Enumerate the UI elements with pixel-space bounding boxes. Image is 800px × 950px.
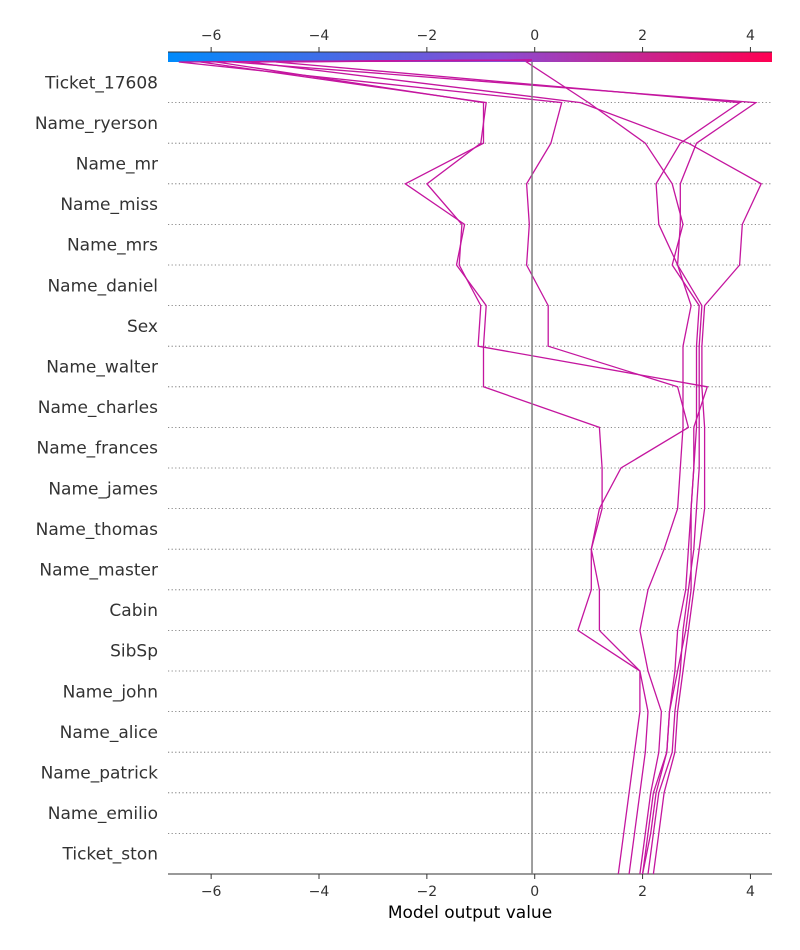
decision-lines bbox=[178, 59, 763, 875]
colormap-bar bbox=[168, 52, 772, 62]
top-axis-ticks: −6 −4 −2 0 2 4 bbox=[201, 28, 755, 52]
row-grid bbox=[168, 102, 772, 834]
top-tick-label: −4 bbox=[309, 28, 330, 44]
feature-label: Name_patrick bbox=[41, 764, 159, 784]
decision-line bbox=[248, 59, 763, 875]
feature-label: Cabin bbox=[109, 601, 158, 621]
feature-label: Name_charles bbox=[38, 398, 158, 418]
decision-line bbox=[178, 59, 690, 875]
decision-line bbox=[525, 59, 700, 875]
feature-label: Name_mr bbox=[76, 155, 158, 175]
feature-label: Name_alice bbox=[60, 723, 158, 743]
top-tick-label: −6 bbox=[201, 28, 222, 44]
feature-label: Name_frances bbox=[37, 439, 159, 459]
feature-label: Name_mrs bbox=[67, 236, 158, 256]
decision-line bbox=[232, 59, 758, 875]
x-axis-title: Model output value bbox=[388, 903, 552, 923]
top-tick-label: 0 bbox=[530, 28, 539, 44]
feature-label: Name_emilio bbox=[48, 804, 158, 824]
feature-label: Name_walter bbox=[46, 358, 158, 378]
bottom-tick-label: −2 bbox=[417, 884, 438, 900]
top-tick-label: 2 bbox=[638, 28, 647, 44]
bottom-tick-label: 0 bbox=[530, 884, 539, 900]
decision-line bbox=[275, 59, 742, 875]
top-tick-label: 4 bbox=[746, 28, 755, 44]
bottom-tick-label: 4 bbox=[746, 884, 755, 900]
decision-line bbox=[216, 59, 641, 875]
bottom-tick-label: −6 bbox=[201, 884, 222, 900]
feature-label: Sex bbox=[127, 317, 158, 337]
feature-label: Name_james bbox=[48, 479, 158, 499]
feature-labels: Ticket_17608 Name_ryerson Name_mr Name_miss… bbox=[35, 73, 158, 864]
bottom-axis-ticks: −6 −4 −2 0 2 4 bbox=[201, 874, 755, 900]
feature-label: Name_ryerson bbox=[35, 114, 158, 134]
feature-label: Name_thomas bbox=[36, 520, 158, 540]
feature-label: Name_daniel bbox=[47, 276, 158, 296]
feature-label: Name_john bbox=[63, 682, 158, 702]
feature-label: SibSp bbox=[110, 642, 158, 662]
feature-label: Ticket_ston bbox=[62, 845, 159, 865]
bottom-tick-label: 2 bbox=[638, 884, 647, 900]
bottom-tick-label: −4 bbox=[309, 884, 330, 900]
feature-label: Ticket_17608 bbox=[44, 73, 158, 93]
top-tick-label: −2 bbox=[417, 28, 438, 44]
feature-label: Name_master bbox=[39, 561, 158, 581]
feature-label: Name_miss bbox=[60, 195, 158, 215]
